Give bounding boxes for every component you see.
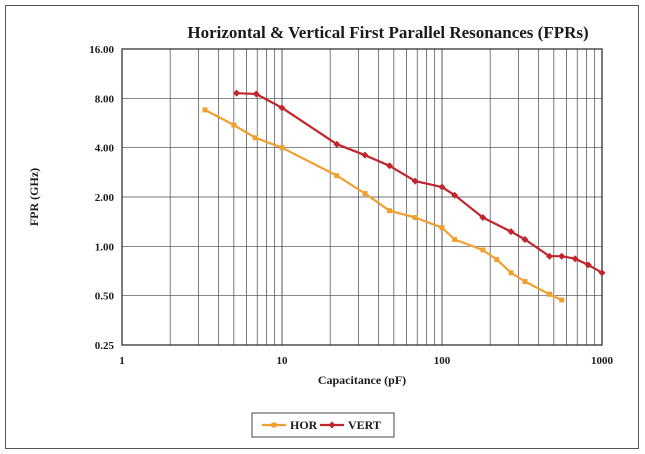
y-tick-label: 4.00: [95, 143, 115, 155]
legend-marker-hor: [271, 422, 277, 428]
data-point-vert: [584, 261, 592, 269]
data-point-vert: [558, 252, 566, 260]
data-point-hor: [522, 279, 528, 285]
data-point-vert: [333, 140, 341, 148]
data-point-hor: [559, 297, 565, 303]
y-axis-label: FPR (GHz): [27, 168, 41, 226]
x-tick-label: 100: [434, 355, 451, 367]
data-point-hor: [387, 208, 393, 214]
chart: Horizontal & Vertical First Parallel Res…: [27, 23, 614, 438]
x-axis-label: Capacitance (pF): [318, 373, 406, 387]
data-point-vert: [598, 269, 606, 277]
legend-label-hor: HOR: [290, 418, 318, 432]
data-point-hor: [279, 145, 285, 151]
chart-frame: Horizontal & Vertical First Parallel Res…: [5, 5, 639, 449]
y-tick-label: 2.00: [95, 192, 115, 204]
data-point-hor: [480, 247, 486, 253]
data-point-hor: [508, 270, 514, 276]
x-tick-label: 10: [277, 355, 289, 367]
x-tick-labels: 1 10 100 1000: [119, 355, 613, 367]
data-point-vert: [521, 236, 529, 244]
y-tick-label: 0.25: [95, 340, 115, 352]
data-point-vert: [507, 228, 515, 236]
x-tick-label: 1000: [591, 355, 614, 367]
data-point-vert: [411, 177, 419, 185]
data-point-hor: [452, 237, 458, 243]
y-tick-label: 1.00: [95, 241, 115, 253]
legend: HOR VERT: [251, 412, 395, 438]
data-point-hor: [334, 173, 340, 179]
data-point-hor: [547, 291, 553, 297]
data-point-vert: [252, 90, 260, 98]
data-point-hor: [439, 225, 445, 231]
series-line-hor: [204, 108, 563, 302]
plot-area-border: [121, 48, 603, 346]
data-point-vert: [451, 191, 459, 199]
grid: [121, 48, 603, 346]
y-tick-label: 8.00: [95, 93, 115, 105]
x-tick-label: 1: [119, 355, 125, 367]
y-tick-labels: 0.25 0.50 1.00 2.00 4.00 8.00 16.00: [89, 44, 114, 352]
series-line-vert: [236, 92, 603, 274]
data-point-hor: [362, 191, 368, 197]
data-point-vert: [386, 162, 394, 170]
data-point-vert: [233, 89, 241, 97]
data-point-vert: [278, 104, 286, 112]
data-point-hor: [202, 107, 208, 113]
y-tick-label: 0.50: [95, 291, 115, 303]
data-point-hor: [494, 257, 500, 263]
data-point-vert: [438, 183, 446, 191]
data-point-hor: [231, 122, 237, 128]
y-tick-label: 16.00: [89, 44, 114, 56]
legend-marker-vert: [328, 421, 336, 429]
series-layer: [202, 89, 606, 303]
chart-title: Horizontal & Vertical First Parallel Res…: [187, 23, 588, 42]
data-point-vert: [571, 255, 579, 263]
data-point-vert: [546, 252, 554, 260]
data-point-hor: [412, 214, 418, 220]
data-point-vert: [479, 213, 487, 221]
data-point-hor: [252, 135, 258, 141]
data-point-vert: [361, 151, 369, 159]
legend-label-vert: VERT: [348, 418, 381, 432]
